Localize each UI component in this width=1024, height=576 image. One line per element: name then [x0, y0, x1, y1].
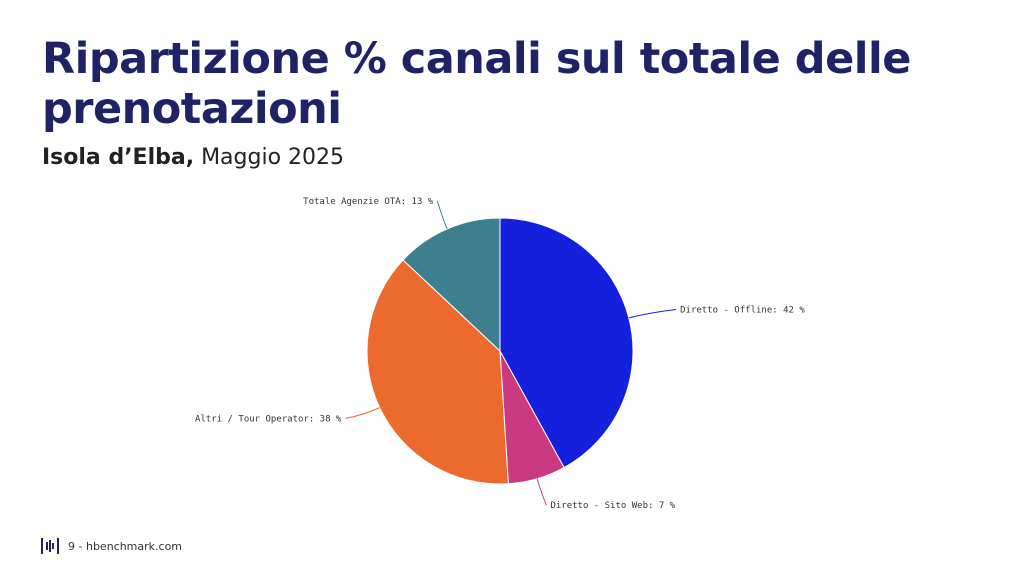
- slice-label: Diretto - Offline: 42 %: [680, 305, 805, 315]
- slice-label: Totale Agenzie OTA: 13 %: [303, 197, 434, 207]
- page-number: 9: [68, 539, 75, 553]
- footer-separator: -: [75, 539, 86, 553]
- label-connector: [536, 478, 547, 506]
- label-connector: [436, 200, 448, 230]
- subtitle-period: Maggio 2025: [194, 145, 345, 170]
- pie-slice[interactable]: [499, 217, 634, 469]
- page-title: Ripartizione % canali sul totale delle p…: [42, 34, 911, 134]
- hbenchmark-logo-icon: [41, 538, 59, 554]
- footer-text: 9 - hbenchmark.com: [68, 540, 182, 553]
- slice-label: Altri / Tour Operator: 38 %: [195, 414, 342, 424]
- page-subtitle: Isola d’Elba, Maggio 2025: [42, 145, 344, 170]
- subtitle-place: Isola d’Elba,: [42, 145, 195, 170]
- label-connector: [345, 407, 380, 419]
- pie-chart: Diretto - Offline: 42 % Diretto - Sito We…: [195, 197, 805, 511]
- label-connector: [628, 308, 677, 319]
- footer-site-link[interactable]: hbenchmark.com: [85, 539, 183, 553]
- slice-label: Diretto - Sito Web: 7 %: [550, 501, 675, 511]
- footer: 9 - hbenchmark.com: [40, 537, 182, 555]
